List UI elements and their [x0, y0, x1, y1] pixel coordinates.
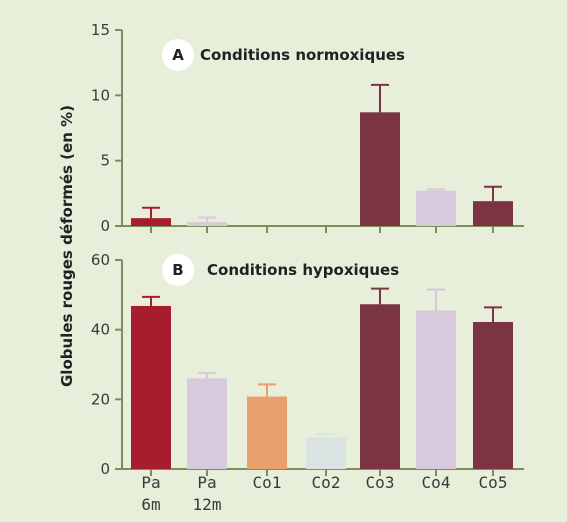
panel-a-letter: A — [172, 46, 184, 64]
y-tick-label: 20 — [91, 390, 110, 408]
x-tick-label: Co2 — [312, 473, 341, 492]
bar — [131, 305, 171, 469]
y-tick-label: 0 — [100, 217, 110, 235]
x-tick-label: Co5 — [479, 473, 508, 492]
panel-a-chart: 0 5 10 15 — [91, 21, 524, 235]
panel-b-chart: 0 20 40 60 — [91, 251, 524, 478]
x-tick-label: Co4 — [422, 473, 451, 492]
x-tick-label: Pa 6m — [141, 473, 160, 514]
y-tick-label: 15 — [91, 21, 110, 39]
bar — [247, 396, 287, 469]
x-tick-label: Co1 — [253, 473, 282, 492]
y-axis-label: Globules rouges déformés (en %) — [58, 105, 76, 387]
panel-a-badge — [162, 39, 194, 71]
x-tick-label: Co3 — [366, 473, 395, 492]
bar — [306, 437, 346, 469]
bar — [416, 310, 456, 469]
bar — [360, 112, 400, 226]
bar — [187, 222, 227, 226]
bar — [473, 201, 513, 226]
bar — [416, 190, 456, 226]
x-tick-label: Pa 12m — [193, 473, 222, 514]
panel-a-title: Conditions normoxiques — [200, 46, 405, 64]
bar — [360, 304, 400, 469]
y-tick-label: 40 — [91, 321, 110, 339]
x-axis-labels: Pa 6m Pa 12m Co1 Co2 Co3 Co4 Co5 — [141, 473, 507, 514]
panel-b-letter: B — [172, 261, 183, 279]
bar — [187, 378, 227, 469]
panel-b-badge — [162, 254, 194, 286]
bar — [473, 322, 513, 469]
panel-b-title: Conditions hypoxiques — [207, 261, 399, 279]
y-tick-label: 5 — [100, 152, 110, 170]
bar — [131, 218, 171, 226]
y-tick-label: 10 — [91, 86, 110, 104]
y-tick-label: 60 — [91, 251, 110, 269]
y-tick-label: 0 — [100, 460, 110, 478]
